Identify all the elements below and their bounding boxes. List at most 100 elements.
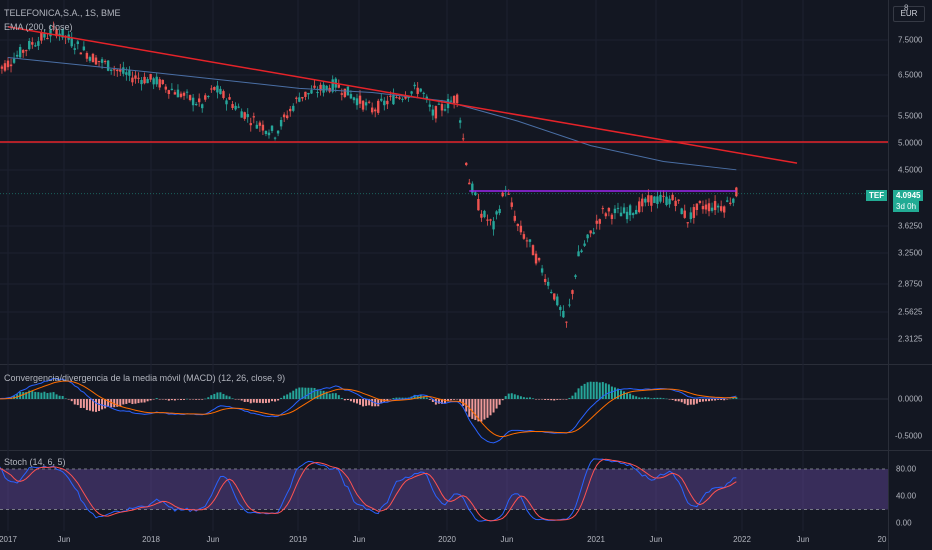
candle-body bbox=[440, 104, 444, 111]
candle-body bbox=[571, 290, 574, 294]
candle-body bbox=[452, 95, 456, 104]
macd-histogram-bar bbox=[101, 399, 104, 410]
macd-histogram-bar bbox=[428, 399, 431, 400]
candle-body bbox=[170, 88, 174, 91]
macd-histogram-bar bbox=[246, 399, 249, 402]
macd-histogram-bar bbox=[228, 396, 231, 399]
macd-histogram-bar bbox=[31, 391, 34, 399]
macd-histogram-bar bbox=[629, 393, 632, 399]
macd-histogram-bar bbox=[662, 398, 665, 399]
macd-histogram-bar bbox=[486, 399, 489, 418]
macd-histogram-bar bbox=[286, 394, 289, 399]
macd-histogram-bar bbox=[234, 399, 237, 400]
candle-body bbox=[55, 29, 58, 37]
macd-histogram-bar bbox=[301, 387, 304, 399]
candle-body bbox=[237, 106, 240, 108]
macd-histogram-bar bbox=[310, 387, 313, 399]
candle-body bbox=[137, 77, 140, 79]
candle-body bbox=[352, 97, 356, 101]
candle-body bbox=[0, 66, 4, 69]
macd-histogram-bar bbox=[73, 399, 76, 405]
macd-histogram-bar bbox=[371, 399, 374, 407]
stoch-tick-40: 40.00 bbox=[896, 491, 917, 501]
macd-histogram-bar bbox=[453, 399, 456, 400]
candle-body bbox=[471, 183, 474, 193]
candle-body bbox=[282, 114, 286, 118]
downtrend-line bbox=[7, 26, 798, 164]
macd-histogram-bar bbox=[389, 399, 392, 400]
candle-body bbox=[468, 182, 471, 185]
candle-body bbox=[61, 28, 64, 38]
candle-body bbox=[701, 206, 705, 210]
candle-body bbox=[73, 48, 76, 50]
macd-histogram-bar bbox=[76, 399, 79, 406]
candle-body bbox=[434, 106, 438, 119]
macd-histogram-bar bbox=[140, 399, 143, 403]
macd-histogram-bar bbox=[274, 399, 277, 402]
candle-body bbox=[407, 96, 410, 99]
candle-body bbox=[531, 245, 535, 256]
macd-histogram-bar bbox=[183, 399, 186, 400]
macd-histogram-bar bbox=[550, 399, 553, 401]
macd-histogram-bar bbox=[240, 399, 243, 401]
macd-histogram-bar bbox=[592, 381, 595, 399]
candle-body bbox=[82, 46, 86, 51]
macd-histogram-bar bbox=[580, 385, 583, 399]
candle-body bbox=[413, 84, 416, 87]
candle-body bbox=[207, 95, 210, 97]
candle-body bbox=[704, 204, 708, 210]
candle-body bbox=[650, 195, 653, 206]
candle-body bbox=[437, 103, 441, 105]
candle-body bbox=[656, 196, 659, 204]
macd-histogram-bar bbox=[149, 399, 152, 401]
price-tick: 6.5000 bbox=[898, 70, 923, 80]
macd-histogram-bar bbox=[322, 390, 325, 399]
macd-histogram-bar bbox=[595, 381, 598, 399]
candle-body bbox=[719, 206, 723, 211]
macd-histogram-bar bbox=[701, 399, 704, 402]
candle-body bbox=[625, 211, 629, 220]
candle-body bbox=[543, 278, 547, 282]
candle-body bbox=[683, 210, 686, 218]
macd-histogram-bar bbox=[58, 395, 61, 399]
macd-histogram-bar bbox=[343, 399, 346, 401]
time-axis-label: Jun bbox=[500, 535, 514, 544]
candle-body bbox=[18, 47, 22, 58]
candle-body bbox=[631, 213, 635, 216]
macd-histogram-bar bbox=[541, 399, 544, 400]
candle-body bbox=[492, 221, 495, 230]
macd-histogram-bar bbox=[714, 399, 717, 401]
macd-histogram-bar bbox=[261, 399, 264, 404]
candle-body bbox=[586, 234, 589, 239]
candle-body bbox=[607, 207, 611, 212]
candle-body bbox=[653, 196, 656, 203]
macd-histogram-bar bbox=[583, 383, 586, 399]
currency-button[interactable]: EUR bbox=[893, 6, 925, 22]
macd-histogram-bar bbox=[711, 399, 714, 401]
macd-histogram-bar bbox=[392, 398, 395, 399]
macd-histogram-bar bbox=[380, 399, 383, 404]
candle-body bbox=[243, 112, 246, 119]
macd-histogram-bar bbox=[152, 399, 155, 400]
candle-body bbox=[246, 114, 249, 118]
candle-body bbox=[522, 234, 526, 239]
macd-histogram-bar bbox=[219, 392, 222, 399]
candle-body bbox=[501, 192, 504, 197]
macd-histogram-bar bbox=[359, 399, 362, 405]
candle-body bbox=[6, 60, 10, 68]
stoch-band bbox=[0, 469, 888, 510]
macd-histogram-bar bbox=[425, 397, 428, 399]
macd-histogram-bar bbox=[34, 391, 37, 399]
candle-body bbox=[210, 88, 213, 90]
candle-body bbox=[21, 50, 25, 53]
candle-body bbox=[559, 306, 562, 310]
candle-body bbox=[389, 95, 392, 97]
candle-body bbox=[449, 100, 453, 102]
symbol-title: TELEFONICA,S.A., 1S, BME bbox=[4, 8, 121, 18]
macd-histogram-bar bbox=[95, 399, 98, 412]
price-tick: 2.3125 bbox=[898, 334, 923, 344]
candle-body bbox=[370, 107, 374, 113]
stoch-k-line bbox=[0, 458, 737, 522]
candle-body bbox=[219, 88, 222, 95]
